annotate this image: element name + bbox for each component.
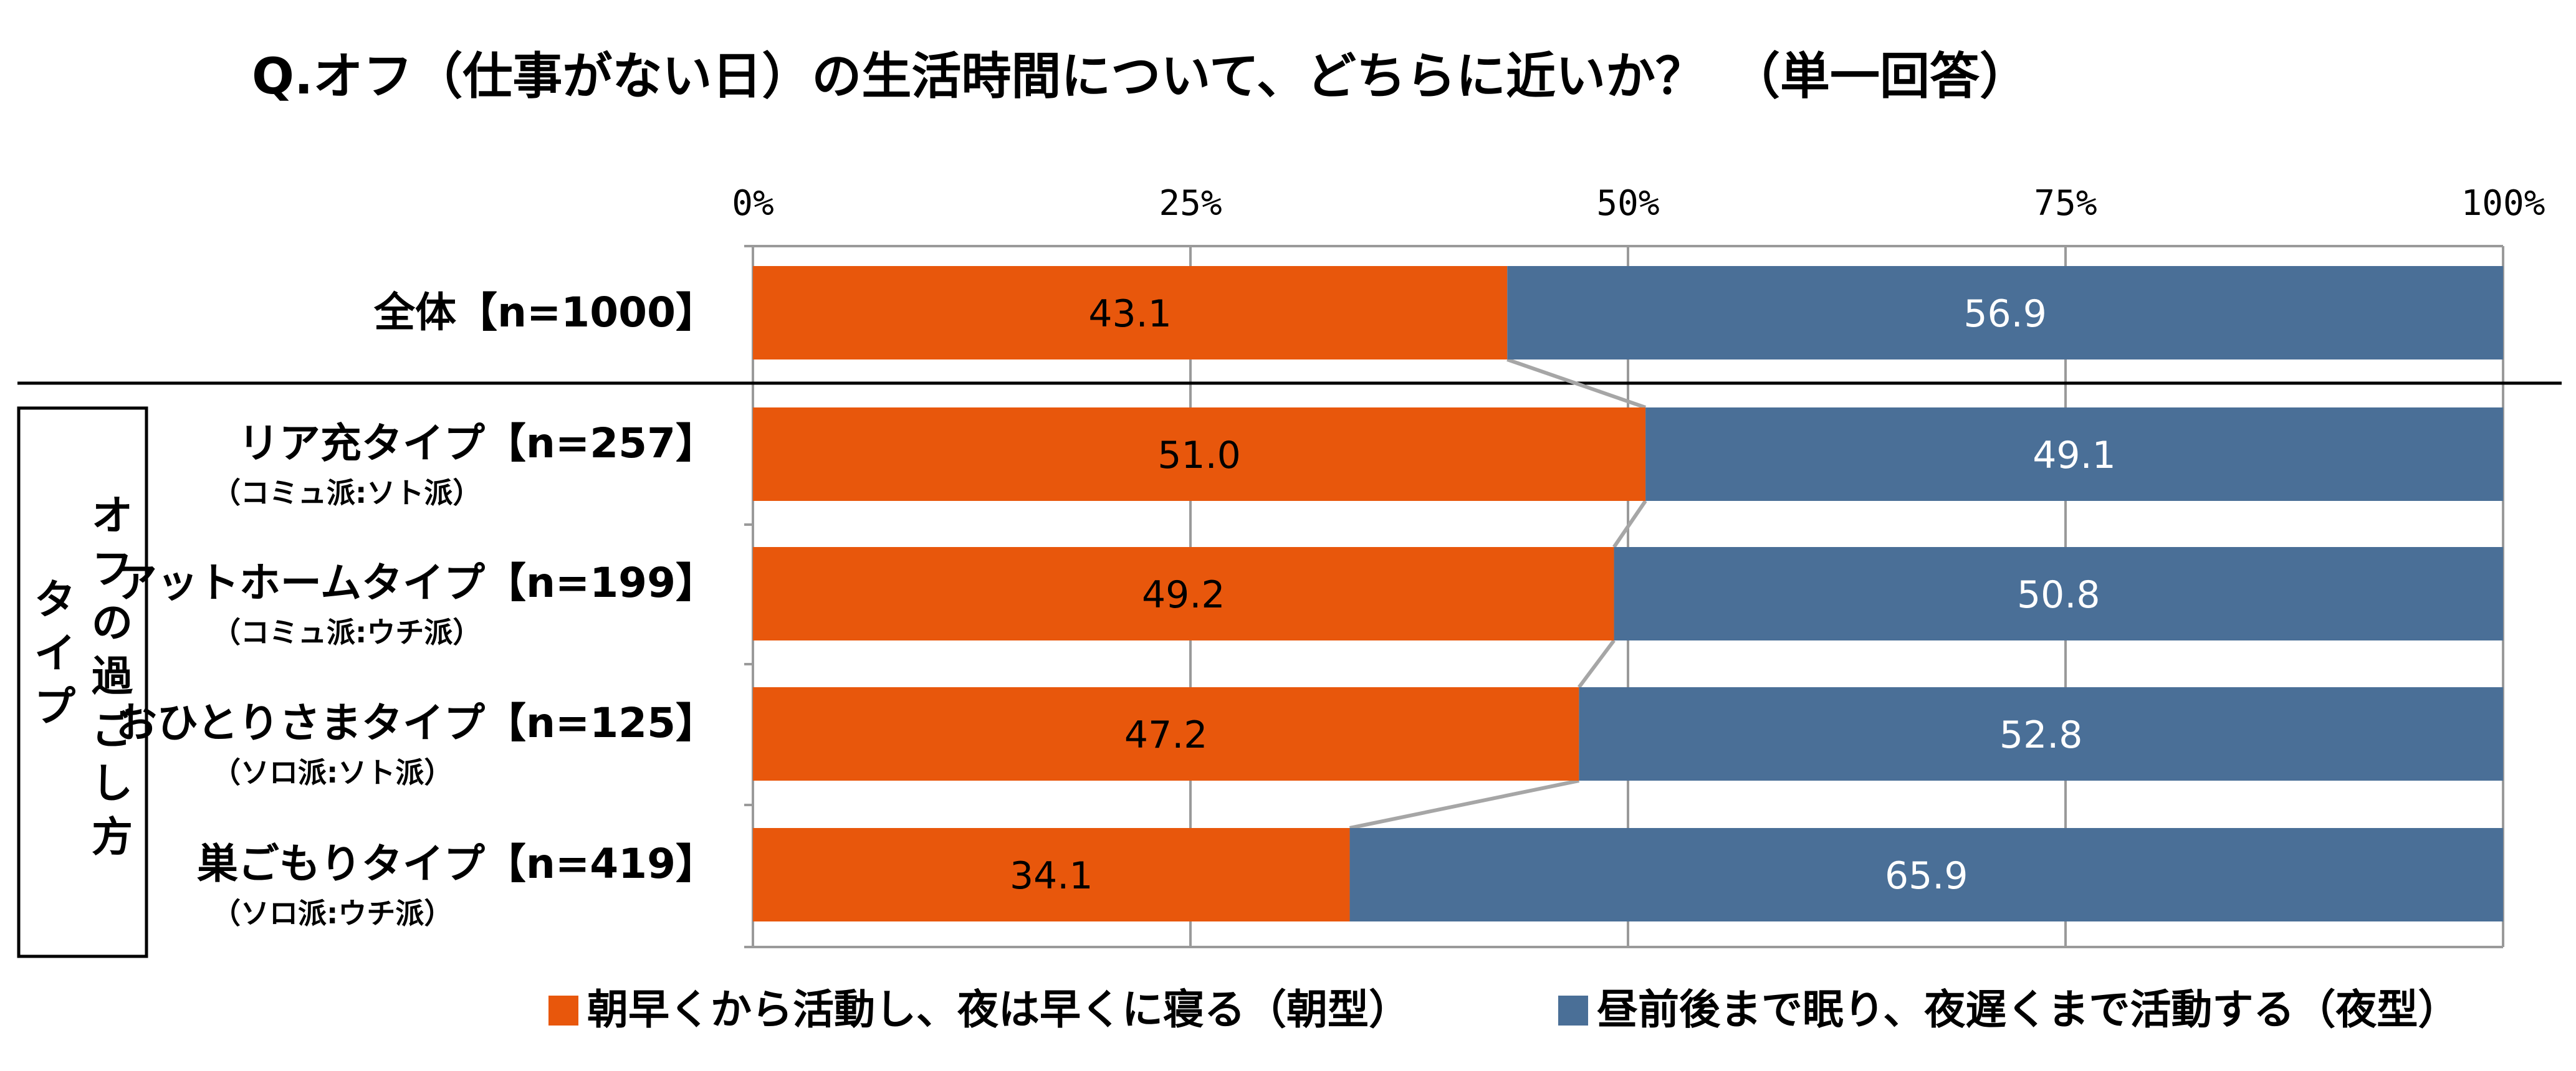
category-labels: 全体【n=1000】リア充タイプ【n=257】 （コミュ派:ソト派） アットホームタ…: [116, 288, 717, 930]
series-connectors: [1349, 358, 1647, 830]
bar-segment: [753, 266, 1508, 359]
group-label-char: の: [92, 599, 133, 647]
group-label-box: [17, 406, 148, 958]
bar-segment: [1614, 547, 2503, 640]
data-label: 34.1: [1010, 854, 1093, 898]
group-label-char: オ: [92, 492, 133, 540]
x-tick-label: 100%: [2461, 183, 2545, 224]
data-label: 51.0: [1157, 434, 1241, 477]
x-tick-label: 25%: [1159, 183, 1222, 224]
bar-segment: [1507, 266, 2503, 359]
category-sublabel: （ソロ派:ウチ派）: [212, 897, 452, 930]
group-label-char: ご: [92, 706, 133, 754]
category-sublabel: （コミュ派:ウチ派）: [212, 616, 481, 649]
group-label-char: フ: [92, 545, 133, 593]
series-connector-line: [1612, 500, 1647, 548]
category-label: アットホームタイプ【n=199】: [116, 559, 717, 607]
bars: 43.1 56.9 51.0 49.1 49.2 50.8 47.2 52.8 34.1 65.9: [753, 266, 2503, 921]
category-label: 全体【n=1000】: [373, 288, 717, 336]
x-tick-labels: 0% 25% 50% 75% 100%: [732, 183, 2545, 224]
legend-label: 昼前後まで眠り、夜遅くまで活動する（夜型）: [1597, 986, 2459, 1034]
group-label-char: 方: [92, 813, 133, 861]
data-label: 50.8: [2017, 573, 2100, 617]
data-label: 47.2: [1124, 713, 1208, 757]
data-label: 49.1: [2033, 434, 2116, 477]
bar-segment: [1349, 828, 2503, 921]
bar-segment: [1645, 407, 2503, 501]
group-label-char: イ: [34, 629, 75, 677]
category-label: おひとりさまタイプ【n=125】: [116, 699, 717, 747]
category-label: 巣ごもりタイプ【n=419】: [197, 840, 717, 888]
data-label: 65.9: [1885, 854, 1968, 898]
legend-label: 朝早くから活動し、夜は早くに寝る（朝型）: [587, 986, 1410, 1034]
chart-title: Q.オフ（仕事がない日）の生活時間について、どちらに近いか？ （単一回答）: [252, 47, 2029, 105]
x-tick-label: 75%: [2034, 183, 2097, 224]
group-label-char: し: [92, 759, 133, 807]
bar-segment: [1579, 687, 2503, 781]
data-label: 56.9: [1963, 292, 2047, 336]
bar-segment: [753, 828, 1350, 921]
legend-swatch: [1558, 996, 1588, 1026]
group-label-char: タ: [34, 576, 75, 624]
data-label: 52.8: [1999, 713, 2083, 757]
legend-swatch: [548, 996, 578, 1026]
category-label: リア充タイプ【n=257】: [238, 419, 717, 467]
bar-segment: [753, 547, 1614, 640]
legend: 朝早くから活動し、夜は早くに寝る（朝型） 昼前後まで眠り、夜遅くまで活動する（夜型…: [548, 986, 2459, 1034]
data-label: 49.2: [1142, 573, 1225, 617]
x-tick-label: 0%: [732, 183, 773, 224]
bar-segment: [753, 687, 1579, 781]
group-label-char: プ: [34, 683, 75, 731]
data-label: 43.1: [1088, 292, 1172, 336]
series-connector-line: [1506, 358, 1647, 409]
category-sublabel: （ソロ派:ソト派）: [212, 756, 452, 789]
group-label-char: 過: [92, 652, 133, 700]
x-tick-label: 50%: [1596, 183, 1659, 224]
series-connector-line: [1577, 639, 1616, 688]
series-connector-line: [1349, 779, 1579, 830]
bar-segment: [753, 407, 1646, 501]
category-sublabel: （コミュ派:ソト派）: [212, 476, 481, 510]
